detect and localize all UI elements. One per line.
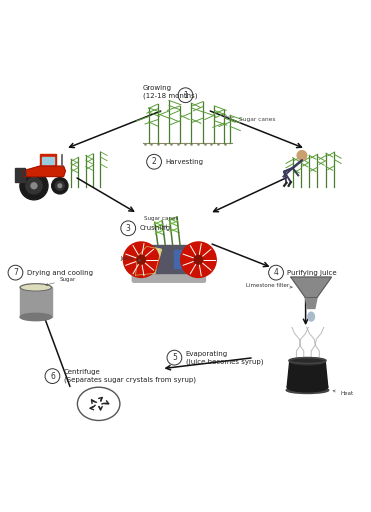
Circle shape bbox=[20, 172, 48, 200]
Text: 6: 6 bbox=[50, 372, 55, 380]
Circle shape bbox=[8, 265, 23, 280]
Circle shape bbox=[55, 181, 64, 190]
Ellipse shape bbox=[20, 313, 52, 321]
Polygon shape bbox=[300, 380, 309, 391]
Circle shape bbox=[178, 88, 193, 102]
Circle shape bbox=[181, 242, 216, 278]
Polygon shape bbox=[20, 287, 52, 317]
Polygon shape bbox=[287, 361, 328, 387]
Text: 1: 1 bbox=[183, 91, 188, 100]
Circle shape bbox=[52, 178, 68, 194]
Ellipse shape bbox=[22, 285, 50, 290]
Circle shape bbox=[121, 221, 136, 236]
Text: Purifying juice: Purifying juice bbox=[287, 270, 337, 275]
FancyBboxPatch shape bbox=[40, 154, 56, 166]
Circle shape bbox=[194, 255, 203, 264]
Ellipse shape bbox=[290, 358, 325, 365]
Text: Growing
(12-18 months): Growing (12-18 months) bbox=[143, 84, 197, 98]
Text: Juice: Juice bbox=[121, 257, 140, 262]
FancyBboxPatch shape bbox=[132, 272, 206, 282]
Circle shape bbox=[31, 183, 37, 189]
Polygon shape bbox=[312, 381, 321, 391]
Text: Crushing: Crushing bbox=[139, 225, 170, 231]
Circle shape bbox=[26, 178, 42, 194]
Ellipse shape bbox=[286, 387, 329, 394]
Text: 7: 7 bbox=[13, 268, 18, 277]
Circle shape bbox=[147, 154, 161, 169]
Polygon shape bbox=[136, 246, 161, 275]
FancyBboxPatch shape bbox=[42, 157, 53, 164]
Text: 4: 4 bbox=[274, 268, 279, 277]
Circle shape bbox=[167, 350, 182, 365]
Ellipse shape bbox=[78, 387, 120, 420]
Text: Drying and cooling: Drying and cooling bbox=[27, 270, 93, 275]
Circle shape bbox=[137, 255, 145, 264]
Polygon shape bbox=[305, 297, 317, 309]
Circle shape bbox=[45, 369, 60, 383]
Text: Sugar: Sugar bbox=[46, 277, 76, 286]
FancyBboxPatch shape bbox=[16, 168, 25, 182]
Circle shape bbox=[269, 265, 283, 280]
Text: 3: 3 bbox=[126, 224, 131, 233]
FancyBboxPatch shape bbox=[174, 250, 184, 268]
Text: Sugar canes: Sugar canes bbox=[144, 216, 178, 227]
Text: Evaporating
(Juice becomes syrup): Evaporating (Juice becomes syrup) bbox=[186, 351, 263, 365]
Text: Sugar canes: Sugar canes bbox=[224, 116, 276, 122]
PathPatch shape bbox=[308, 316, 315, 320]
Polygon shape bbox=[294, 379, 303, 391]
Text: 5: 5 bbox=[172, 353, 177, 362]
Polygon shape bbox=[306, 380, 315, 391]
Ellipse shape bbox=[287, 382, 328, 392]
FancyBboxPatch shape bbox=[150, 245, 188, 273]
Circle shape bbox=[124, 242, 159, 278]
Text: Harvesting: Harvesting bbox=[165, 159, 203, 165]
Polygon shape bbox=[23, 166, 65, 177]
Circle shape bbox=[297, 151, 307, 160]
Ellipse shape bbox=[20, 284, 52, 291]
Text: 2: 2 bbox=[152, 157, 157, 166]
Ellipse shape bbox=[308, 312, 315, 321]
Text: Heat: Heat bbox=[333, 390, 354, 396]
Polygon shape bbox=[291, 277, 332, 297]
Polygon shape bbox=[318, 384, 327, 391]
Polygon shape bbox=[288, 383, 297, 391]
Circle shape bbox=[58, 184, 62, 187]
Text: Limestone filter: Limestone filter bbox=[246, 283, 292, 288]
Text: Centrifuge
(Separates sugar crystals from syrup): Centrifuge (Separates sugar crystals fro… bbox=[63, 369, 196, 383]
